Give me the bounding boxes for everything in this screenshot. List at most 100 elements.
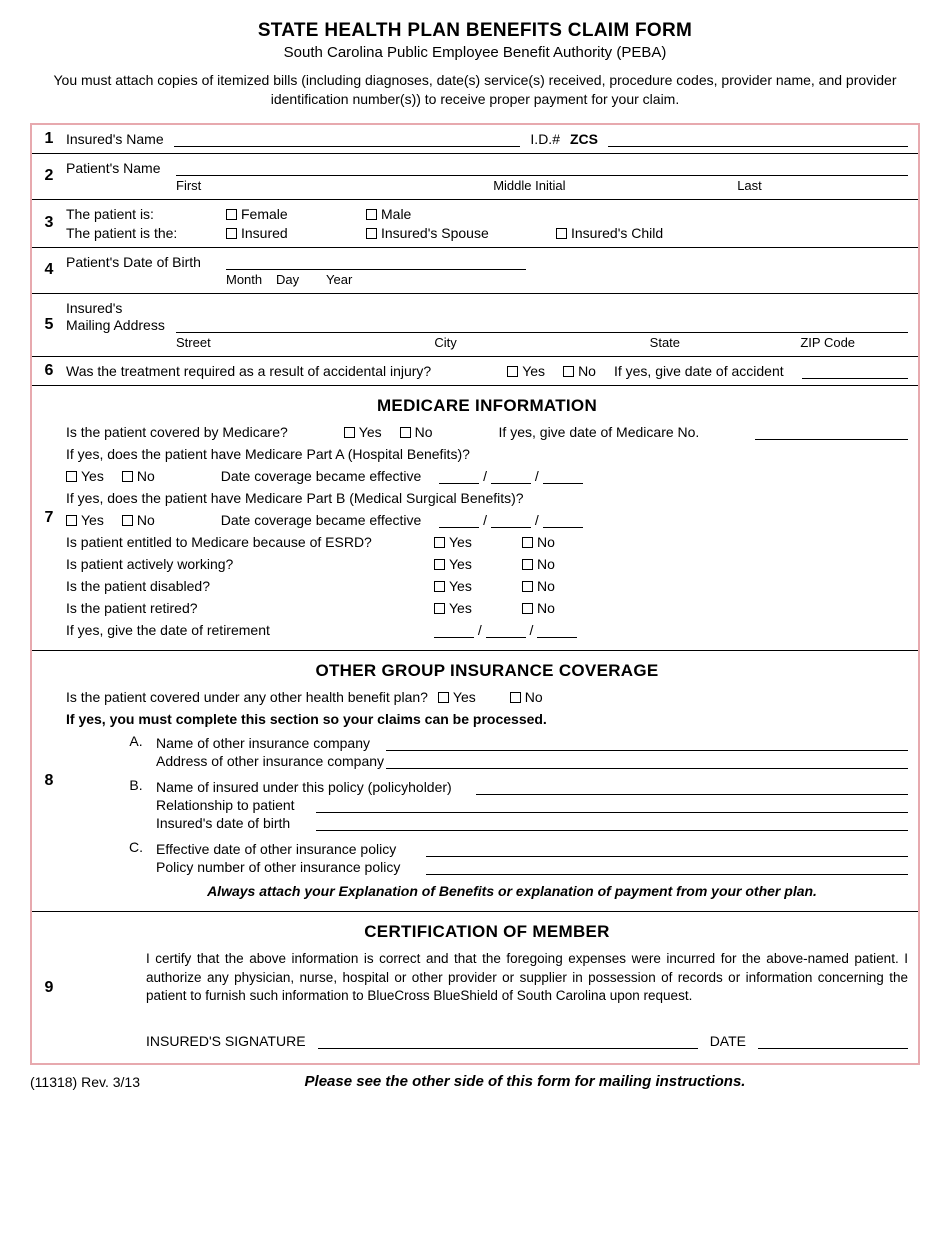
c2-label: Policy number of other insurance policy xyxy=(156,859,426,875)
relationship-input[interactable] xyxy=(316,799,908,813)
section-number-2: 2 xyxy=(32,154,66,199)
retired-yes-checkbox[interactable]: Yes xyxy=(434,600,504,616)
id-input[interactable] xyxy=(608,131,908,147)
section-number-7: 7 xyxy=(32,386,66,650)
retire-date-q: If yes, give the date of retirement xyxy=(66,622,416,638)
part-a-date-input[interactable]: / / xyxy=(439,468,582,484)
section-number-1: 1 xyxy=(32,125,66,153)
section-number-8: 8 xyxy=(32,651,66,911)
female-checkbox[interactable]: Female xyxy=(226,206,366,222)
accident-no-checkbox[interactable]: No xyxy=(563,363,596,379)
form-instructions: You must attach copies of itemized bills… xyxy=(30,71,920,109)
other-ins-name-input[interactable] xyxy=(386,737,908,751)
revision-text: (11318) Rev. 3/13 xyxy=(30,1074,230,1090)
street-label: Street xyxy=(176,335,434,350)
signature-label: INSURED'S SIGNATURE xyxy=(146,1033,306,1049)
section-1: 1 Insured's Name I.D.# ZCS xyxy=(32,125,918,154)
letter-a: A. xyxy=(116,733,156,771)
accident-date-input[interactable] xyxy=(802,363,908,379)
other-plan-q: Is the patient covered under any other h… xyxy=(66,689,428,705)
dob-input[interactable] xyxy=(226,254,526,270)
section-3: 3 The patient is: Female Male The patien… xyxy=(32,200,918,248)
medicare-heading: MEDICARE INFORMATION xyxy=(66,396,908,416)
part-b-q: If yes, does the patient have Medicare P… xyxy=(66,490,908,506)
medicare-yes-checkbox[interactable]: Yes xyxy=(344,424,382,440)
spouse-checkbox[interactable]: Insured's Spouse xyxy=(366,225,556,241)
section-5: 5 Insured'sMailing Address Street City S… xyxy=(32,294,918,358)
male-checkbox[interactable]: Male xyxy=(366,206,411,222)
insured-name-input[interactable] xyxy=(174,131,521,147)
section-8: 8 OTHER GROUP INSURANCE COVERAGE Is the … xyxy=(32,651,918,912)
retired-q: Is the patient retired? xyxy=(66,600,416,616)
esrd-yes-checkbox[interactable]: Yes xyxy=(434,534,504,550)
mi-label: Middle Initial xyxy=(493,178,737,193)
accident-question: Was the treatment required as a result o… xyxy=(66,363,431,379)
footer-message: Please see the other side of this form f… xyxy=(230,1073,820,1090)
section-number-5: 5 xyxy=(32,294,66,357)
part-b-date-label: Date coverage became effective xyxy=(221,512,422,528)
zip-label: ZIP Code xyxy=(800,335,908,350)
accident-date-label: If yes, give date of accident xyxy=(614,363,784,379)
policyholder-name-input[interactable] xyxy=(476,781,908,795)
medicare-no-checkbox[interactable]: No xyxy=(400,424,433,440)
other-ins-addr-input[interactable] xyxy=(386,755,908,769)
section-number-4: 4 xyxy=(32,248,66,293)
working-yes-checkbox[interactable]: Yes xyxy=(434,556,504,572)
first-label: First xyxy=(176,178,493,193)
date-label: DATE xyxy=(710,1033,746,1049)
b2-label: Relationship to patient xyxy=(156,797,316,813)
retired-no-checkbox[interactable]: No xyxy=(522,600,555,616)
patient-is-label: The patient is: xyxy=(66,206,226,222)
esrd-no-checkbox[interactable]: No xyxy=(522,534,555,550)
other-eff-date-input[interactable] xyxy=(426,843,908,857)
form-subtitle: South Carolina Public Employee Benefit A… xyxy=(30,44,920,61)
disabled-q: Is the patient disabled? xyxy=(66,578,416,594)
disabled-no-checkbox[interactable]: No xyxy=(522,578,555,594)
year-label: Year xyxy=(326,272,376,287)
section-7: 7 MEDICARE INFORMATION Is the patient co… xyxy=(32,386,918,651)
part-b-date-input[interactable]: / / xyxy=(439,512,582,528)
child-checkbox[interactable]: Insured's Child xyxy=(556,225,663,241)
other-no-checkbox[interactable]: No xyxy=(510,689,543,705)
attach-eob-text: Always attach your Explanation of Benefi… xyxy=(66,883,908,899)
id-label: I.D.# xyxy=(530,131,560,147)
part-b-no-checkbox[interactable]: No xyxy=(122,512,155,528)
part-b-yes-checkbox[interactable]: Yes xyxy=(66,512,104,528)
working-no-checkbox[interactable]: No xyxy=(522,556,555,572)
city-label: City xyxy=(434,335,649,350)
letter-c: C. xyxy=(116,839,156,877)
part-a-yes-checkbox[interactable]: Yes xyxy=(66,468,104,484)
letter-b: B. xyxy=(116,777,156,833)
mailing-addr-input[interactable] xyxy=(176,317,908,333)
id-prefix: ZCS xyxy=(570,131,598,147)
section-9: 9 CERTIFICATION OF MEMBER I certify that… xyxy=(32,912,918,1063)
certification-heading: CERTIFICATION OF MEMBER xyxy=(66,922,908,942)
other-coverage-heading: OTHER GROUP INSURANCE COVERAGE xyxy=(66,661,908,681)
last-label: Last xyxy=(737,178,908,193)
must-complete-text: If yes, you must complete this section s… xyxy=(66,711,908,727)
part-a-date-label: Date coverage became effective xyxy=(221,468,422,484)
mailing-addr-label: Insured'sMailing Address xyxy=(66,300,166,334)
patient-is-the-label: The patient is the: xyxy=(66,225,226,241)
cert-date-input[interactable] xyxy=(758,1033,908,1049)
section-number-3: 3 xyxy=(32,200,66,247)
insured-name-label: Insured's Name xyxy=(66,131,164,147)
signature-input[interactable] xyxy=(318,1033,698,1049)
section-number-6: 6 xyxy=(32,357,66,385)
a1-label: Name of other insurance company xyxy=(156,735,386,751)
disabled-yes-checkbox[interactable]: Yes xyxy=(434,578,504,594)
retire-date-input[interactable]: / / xyxy=(434,622,577,638)
esrd-q: Is patient entitled to Medicare because … xyxy=(66,534,416,550)
dob-label: Patient's Date of Birth xyxy=(66,254,216,270)
working-q: Is patient actively working? xyxy=(66,556,416,572)
c1-label: Effective date of other insurance policy xyxy=(156,841,426,857)
accident-yes-checkbox[interactable]: Yes xyxy=(507,363,545,379)
medicare-no-input[interactable] xyxy=(755,424,908,440)
other-insured-dob-input[interactable] xyxy=(316,817,908,831)
patient-name-input[interactable] xyxy=(176,160,908,176)
other-yes-checkbox[interactable]: Yes xyxy=(438,689,476,705)
section-4: 4 Patient's Date of Birth Month Day Year xyxy=(32,248,918,294)
insured-checkbox[interactable]: Insured xyxy=(226,225,366,241)
other-policy-num-input[interactable] xyxy=(426,861,908,875)
part-a-no-checkbox[interactable]: No xyxy=(122,468,155,484)
